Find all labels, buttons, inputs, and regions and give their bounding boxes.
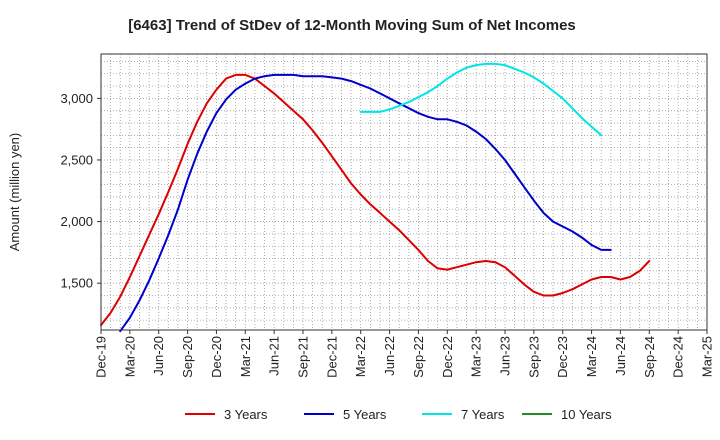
x-tick-label: Dec-23 — [555, 336, 570, 378]
y-tick-label: 1,500 — [60, 276, 93, 291]
plot-area — [101, 54, 707, 330]
x-tick-label: Dec-19 — [94, 336, 109, 378]
plot-frame — [100, 53, 708, 331]
x-tick-label: Mar-25 — [700, 336, 715, 377]
x-tick-label: Sep-20 — [180, 336, 195, 378]
x-tick-label: Sep-21 — [296, 336, 311, 378]
y-tick-label: 2,000 — [60, 214, 93, 229]
chart-title: [6463] Trend of StDev of 12-Month Moving… — [128, 17, 576, 34]
y-axis-ticks: 1,500 2,000 2,500 3,000 — [60, 91, 101, 291]
x-tick-label: Jun-21 — [267, 336, 282, 376]
x-tick-label: Dec-20 — [209, 336, 224, 378]
x-tick-label: Dec-24 — [671, 336, 686, 378]
x-tick-label: Sep-22 — [411, 336, 426, 378]
y-tick-label: 2,500 — [60, 152, 93, 167]
x-tick-label: Jun-23 — [498, 336, 513, 376]
series-lines — [100, 62, 651, 333]
series-line-3-years — [100, 73, 651, 327]
x-tick-label: Jun-24 — [613, 336, 628, 376]
legend-label: 3 Years — [224, 407, 268, 422]
legend-label: 10 Years — [561, 407, 612, 422]
x-tick-label: Dec-21 — [324, 336, 339, 378]
x-tick-label: Dec-22 — [440, 336, 455, 378]
x-tick-label: Jun-22 — [382, 336, 397, 376]
x-tick-label: Mar-22 — [353, 336, 368, 377]
legend-label: 7 Years — [461, 407, 505, 422]
series-line-5-years — [119, 73, 612, 333]
x-tick-label: Mar-21 — [238, 336, 253, 377]
legend-label: 5 Years — [343, 407, 387, 422]
series-line-7-years — [359, 62, 603, 137]
x-axis-ticks: Dec-19 Mar-20 Jun-20 Sep-20 Dec-20 Mar-21 Jun-… — [94, 330, 715, 378]
x-tick-label: Jun-20 — [151, 336, 166, 376]
grid-lines — [101, 54, 707, 330]
x-tick-label: Mar-20 — [122, 336, 137, 377]
x-tick-label: Sep-23 — [526, 336, 541, 378]
legend: 3 Years 5 Years 7 Years 10 Years — [185, 407, 612, 422]
y-axis-label: Amount (million yen) — [7, 133, 22, 252]
x-tick-label: Mar-23 — [469, 336, 484, 377]
x-tick-label: Sep-24 — [642, 336, 657, 378]
y-tick-label: 3,000 — [60, 91, 93, 106]
x-tick-label: Mar-24 — [584, 336, 599, 377]
